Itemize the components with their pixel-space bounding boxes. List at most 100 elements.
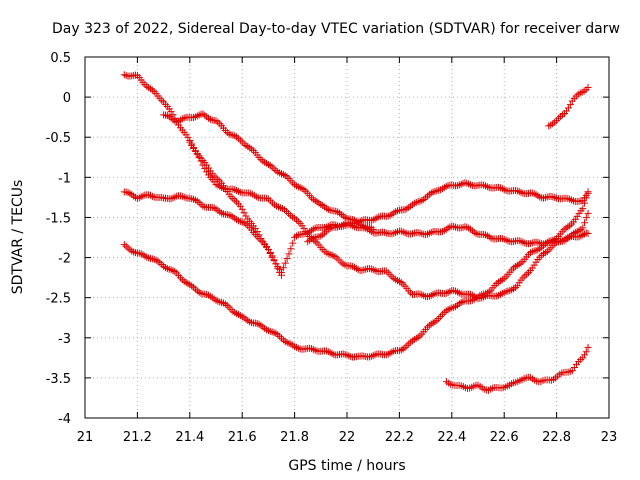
y-tick-labels: 0.5 0 -0.5 -1 -1.5 -2 -2.5 -3 -3.5 -4	[46, 51, 71, 427]
data-point	[392, 228, 400, 236]
data-point	[278, 170, 285, 178]
data-point	[526, 240, 534, 248]
data-point	[384, 212, 392, 220]
series-arc-2	[160, 110, 377, 233]
data-point	[467, 290, 475, 298]
data-point	[283, 255, 291, 263]
data-point	[278, 269, 285, 277]
data-point	[289, 239, 297, 247]
data-point	[315, 233, 323, 241]
data-point	[150, 255, 158, 263]
data-point	[214, 118, 222, 126]
x-axis-label: GPS time / hours	[288, 458, 405, 474]
y-tick-label: -0.5	[46, 131, 71, 146]
data-point	[188, 142, 196, 150]
data-point	[584, 188, 592, 196]
data-point	[285, 250, 293, 258]
data-point	[369, 266, 377, 274]
y-axis-label: SDTVAR / TECUs	[10, 180, 26, 295]
data-point	[444, 288, 452, 296]
grid-lines	[85, 57, 609, 418]
data-point	[186, 138, 194, 146]
data-point	[190, 195, 198, 203]
data-point	[285, 339, 293, 347]
data-point	[534, 238, 542, 246]
data-point	[582, 194, 590, 202]
data-point	[541, 194, 549, 202]
chart-title: Day 323 of 2022, Sidereal Day-to-day VTE…	[52, 21, 620, 37]
data-point	[399, 345, 407, 353]
data-point	[452, 223, 460, 231]
x-tick-label: 21.2	[123, 430, 152, 445]
data-point	[171, 193, 179, 201]
data-point	[229, 194, 237, 202]
data-point	[581, 351, 589, 359]
x-tick-label: 22.2	[385, 430, 414, 445]
data-point	[255, 234, 263, 242]
data-point	[212, 205, 220, 213]
data-point	[416, 229, 424, 237]
x-tick-label: 22	[339, 430, 356, 445]
data-point	[238, 205, 246, 213]
data-point	[382, 267, 390, 275]
data-point	[231, 196, 239, 204]
data-point	[584, 83, 592, 91]
data-point	[584, 209, 592, 217]
data-point	[519, 238, 527, 246]
data-point	[581, 219, 589, 227]
x-tick-label: 22.6	[490, 430, 519, 445]
x-tick-label: 21	[77, 430, 94, 445]
y-tick-label: 0	[63, 91, 71, 106]
data-point	[278, 334, 285, 342]
data-point	[360, 266, 368, 274]
data-point	[281, 259, 289, 267]
data-point	[582, 214, 590, 222]
series-arc-8	[545, 83, 592, 130]
data-point	[457, 180, 465, 188]
data-point	[584, 343, 592, 351]
data-point	[186, 194, 194, 202]
series-arc-6	[120, 188, 592, 361]
y-tick-label: -4	[58, 412, 71, 427]
plot-frame	[84, 56, 610, 419]
data-point	[270, 165, 278, 173]
data-point	[523, 270, 531, 278]
data-markers	[120, 71, 592, 394]
data-point	[467, 181, 475, 189]
data-point	[266, 250, 274, 258]
data-point	[225, 211, 233, 219]
data-point	[201, 111, 209, 119]
y-tick-label: -2	[58, 252, 71, 267]
data-point	[294, 344, 302, 352]
data-point	[195, 288, 203, 296]
data-point	[369, 352, 377, 360]
data-point	[423, 192, 431, 200]
data-point	[371, 267, 379, 275]
data-point	[450, 223, 458, 231]
data-point	[566, 101, 574, 109]
data-point	[483, 183, 491, 191]
data-point	[257, 236, 265, 244]
data-point	[292, 232, 300, 240]
data-point	[502, 236, 510, 244]
series-arc-5	[304, 179, 592, 246]
data-point	[309, 345, 317, 353]
y-tick-label: 0.5	[50, 51, 71, 66]
x-tick-label: 21.4	[175, 430, 204, 445]
data-point	[264, 245, 272, 253]
y-tick-label: -1	[58, 171, 71, 186]
data-point	[276, 332, 284, 340]
data-point	[568, 196, 576, 204]
x-tick-label: 23	[601, 430, 618, 445]
data-point	[405, 340, 413, 348]
data-point	[199, 202, 207, 210]
data-point	[199, 161, 207, 169]
data-point	[332, 207, 340, 215]
data-point	[124, 244, 132, 252]
x-tick-label: 22.4	[437, 430, 466, 445]
y-tick-label: -2.5	[46, 292, 71, 307]
data-point	[180, 193, 188, 201]
data-point	[178, 192, 186, 200]
data-point	[212, 117, 220, 125]
